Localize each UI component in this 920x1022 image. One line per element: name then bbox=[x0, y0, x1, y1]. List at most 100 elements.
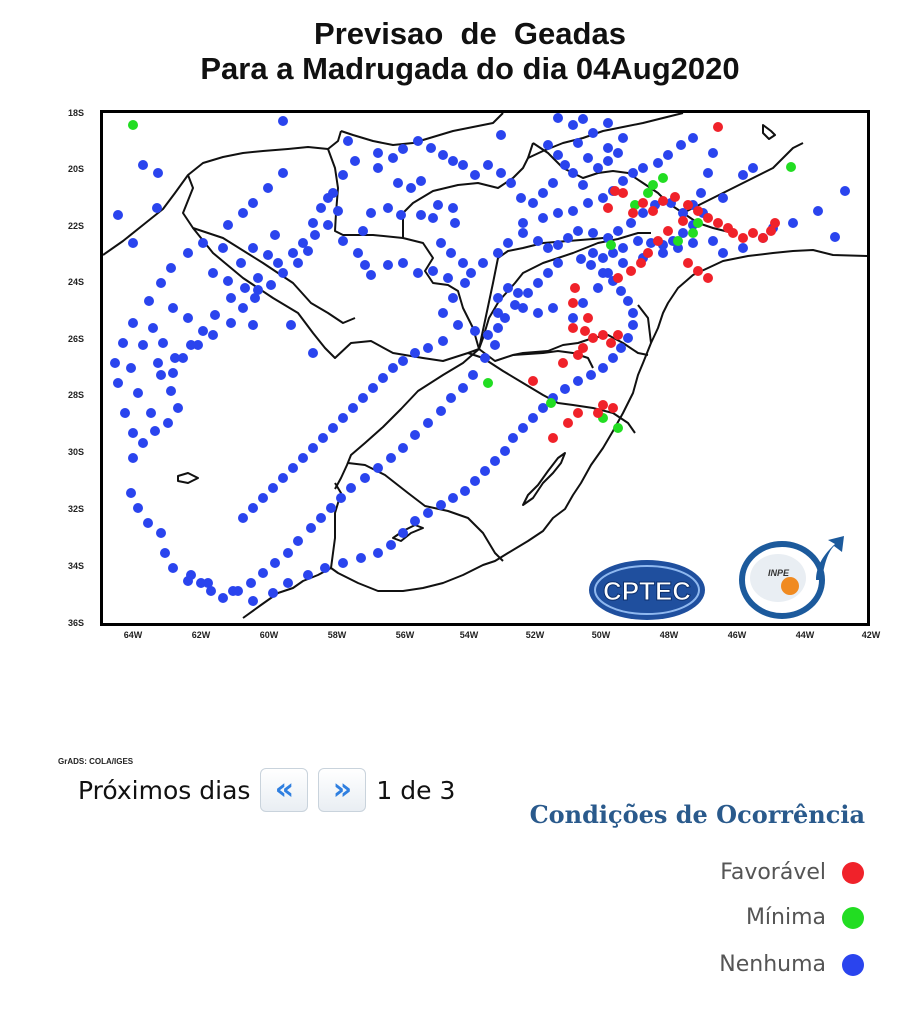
station-favoravel bbox=[568, 323, 578, 333]
station-minima bbox=[673, 236, 683, 246]
station-nenhuma bbox=[386, 540, 396, 550]
station-minima bbox=[630, 200, 640, 210]
y-tick-label: 30S bbox=[68, 447, 85, 457]
station-nenhuma bbox=[450, 218, 460, 228]
station-nenhuma bbox=[478, 258, 488, 268]
station-nenhuma bbox=[493, 248, 503, 258]
x-tick-label: 48W bbox=[659, 630, 679, 640]
station-favoravel bbox=[570, 283, 580, 293]
station-nenhuma bbox=[553, 150, 563, 160]
station-nenhuma bbox=[533, 308, 543, 318]
station-nenhuma bbox=[226, 318, 236, 328]
station-nenhuma bbox=[438, 308, 448, 318]
station-nenhuma bbox=[168, 563, 178, 573]
station-nenhuma bbox=[278, 268, 288, 278]
station-nenhuma bbox=[168, 303, 178, 313]
station-nenhuma bbox=[460, 486, 470, 496]
station-nenhuma bbox=[628, 308, 638, 318]
station-nenhuma bbox=[576, 254, 586, 264]
station-nenhuma bbox=[168, 368, 178, 378]
station-nenhuma bbox=[618, 258, 628, 268]
lake-2 bbox=[177, 472, 199, 484]
station-nenhuma bbox=[586, 370, 596, 380]
next-days-label: Próximos dias bbox=[78, 775, 251, 805]
station-nenhuma bbox=[708, 236, 718, 246]
station-nenhuma bbox=[413, 268, 423, 278]
station-nenhuma bbox=[493, 308, 503, 318]
x-tick-label: 52W bbox=[525, 630, 545, 640]
station-nenhuma bbox=[183, 313, 193, 323]
station-nenhuma bbox=[223, 276, 233, 286]
station-favoravel bbox=[593, 408, 603, 418]
station-nenhuma bbox=[560, 160, 570, 170]
station-nenhuma bbox=[470, 170, 480, 180]
y-tick-label: 22S bbox=[68, 221, 85, 231]
station-nenhuma bbox=[186, 570, 196, 580]
station-nenhuma bbox=[500, 446, 510, 456]
station-nenhuma bbox=[156, 370, 166, 380]
station-nenhuma bbox=[490, 340, 500, 350]
station-nenhuma bbox=[338, 170, 348, 180]
station-nenhuma bbox=[270, 558, 280, 568]
station-favoravel bbox=[628, 208, 638, 218]
station-nenhuma bbox=[633, 236, 643, 246]
station-nenhuma bbox=[358, 393, 368, 403]
map-canvas bbox=[103, 113, 867, 619]
station-nenhuma bbox=[353, 248, 363, 258]
inpe-logo-inner bbox=[750, 554, 806, 602]
station-nenhuma bbox=[398, 144, 408, 154]
station-nenhuma bbox=[266, 280, 276, 290]
next-page-button[interactable]: » bbox=[318, 768, 367, 812]
station-nenhuma bbox=[393, 178, 403, 188]
station-favoravel bbox=[670, 192, 680, 202]
station-favoravel bbox=[648, 206, 658, 216]
station-nenhuma bbox=[518, 423, 528, 433]
station-favoravel bbox=[573, 350, 583, 360]
double-chevron-right-icon: » bbox=[332, 772, 353, 807]
station-nenhuma bbox=[588, 128, 598, 138]
map-title-line1: Previsao de Geadas bbox=[314, 16, 626, 51]
station-nenhuma bbox=[448, 203, 458, 213]
station-nenhuma bbox=[246, 578, 256, 588]
station-nenhuma bbox=[428, 213, 438, 223]
station-nenhuma bbox=[593, 283, 603, 293]
legend-label-nenhuma: Nenhuma bbox=[719, 952, 826, 977]
station-nenhuma bbox=[426, 143, 436, 153]
station-nenhuma bbox=[583, 198, 593, 208]
station-nenhuma bbox=[568, 120, 578, 130]
station-nenhuma bbox=[150, 426, 160, 436]
station-nenhuma bbox=[210, 310, 220, 320]
station-nenhuma bbox=[248, 503, 258, 513]
station-nenhuma bbox=[203, 578, 213, 588]
station-nenhuma bbox=[523, 288, 533, 298]
border-mg-es-rj bbox=[682, 142, 804, 214]
station-nenhuma bbox=[490, 456, 500, 466]
station-favoravel bbox=[748, 228, 758, 238]
station-nenhuma bbox=[238, 208, 248, 218]
station-nenhuma bbox=[553, 258, 563, 268]
prev-page-button[interactable]: « bbox=[260, 768, 309, 812]
legend-item-nenhuma: Nenhuma bbox=[719, 952, 864, 977]
station-nenhuma bbox=[618, 243, 628, 253]
station-nenhuma bbox=[208, 330, 218, 340]
station-nenhuma bbox=[253, 285, 263, 295]
station-nenhuma bbox=[458, 160, 468, 170]
station-nenhuma bbox=[718, 248, 728, 258]
station-favoravel bbox=[738, 233, 748, 243]
station-nenhuma bbox=[270, 230, 280, 240]
station-nenhuma bbox=[268, 483, 278, 493]
station-nenhuma bbox=[258, 568, 268, 578]
station-nenhuma bbox=[133, 388, 143, 398]
station-favoravel bbox=[578, 343, 588, 353]
station-nenhuma bbox=[240, 283, 250, 293]
station-nenhuma bbox=[588, 228, 598, 238]
station-nenhuma bbox=[416, 176, 426, 186]
inpe-logo: INPE bbox=[739, 536, 844, 619]
station-nenhuma bbox=[218, 243, 228, 253]
legend-label-minima: Mínima bbox=[745, 905, 826, 930]
station-nenhuma bbox=[283, 578, 293, 588]
station-nenhuma bbox=[310, 230, 320, 240]
station-nenhuma bbox=[118, 338, 128, 348]
y-tick-label: 34S bbox=[68, 561, 85, 571]
station-nenhuma bbox=[436, 238, 446, 248]
